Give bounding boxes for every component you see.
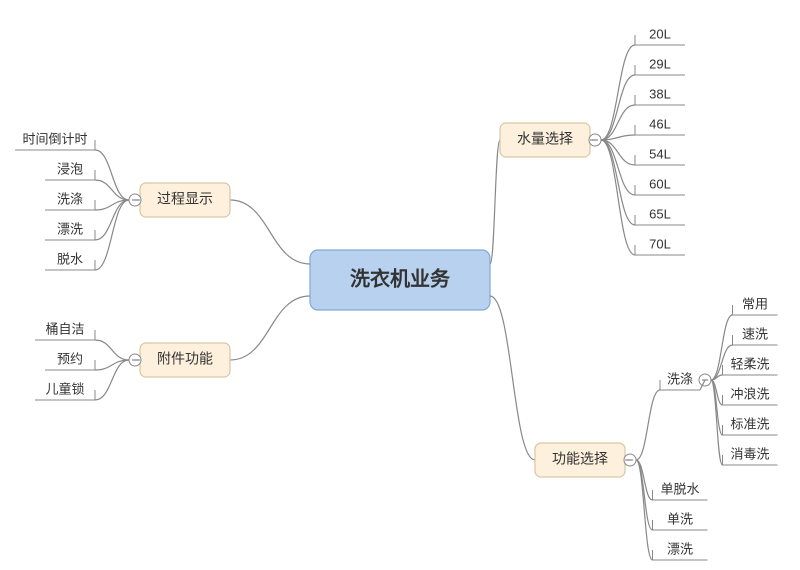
- edge-function-sub-leaf: [711, 315, 733, 380]
- branch-water-leaf: 29L: [635, 56, 685, 75]
- subbranch-function-leaf: 速洗: [733, 326, 778, 345]
- branch-function-leaf: 漂洗: [653, 541, 708, 560]
- edge-accessory-leaf: [95, 360, 129, 400]
- edge-function-leaf: [636, 460, 653, 530]
- branch-water-label: 水量选择: [517, 131, 573, 147]
- branch-accessory-leaf-label: 桶自洁: [45, 321, 84, 336]
- branch-process: 过程显示: [140, 183, 230, 217]
- subbranch-function-leaf: 消毒洗: [723, 446, 778, 465]
- subbranch-function-leaf-label: 消毒洗: [730, 446, 769, 461]
- branch-process-leaf: 漂洗: [45, 221, 95, 240]
- branch-accessory: 附件功能: [140, 343, 230, 377]
- mindmap-canvas: 洗衣机业务过程显示时间倒计时浸泡洗涤漂洗脱水附件功能桶自洁预约儿童锁水量选择20…: [0, 0, 800, 570]
- branch-water-leaf-label: 60L: [649, 176, 671, 191]
- branch-function-leaf: 单洗: [653, 511, 708, 530]
- branch-water-leaf-label: 46L: [649, 116, 671, 131]
- edge-function-sub: [636, 390, 660, 460]
- subbranch-function-leaf: 轻柔洗: [723, 356, 778, 375]
- subbranch-function-leaf-label: 速洗: [742, 326, 768, 341]
- subbranch-function-label: 洗涤: [667, 371, 693, 386]
- branch-water-leaf: 46L: [635, 116, 685, 135]
- edge-root-accessory: [230, 296, 310, 360]
- edge-process-leaf: [95, 200, 129, 270]
- edge-root-function: [490, 296, 535, 460]
- branch-process-leaf-label: 洗涤: [57, 191, 83, 206]
- branch-accessory-leaf: 桶自洁: [35, 321, 95, 340]
- edge-water-leaf: [601, 75, 635, 140]
- branch-process-label: 过程显示: [157, 191, 213, 207]
- branch-function: 功能选择: [535, 443, 625, 477]
- subbranch-function-leaf: 冲浪洗: [723, 386, 778, 405]
- edge-process-leaf: [95, 180, 129, 200]
- branch-water-leaf: 38L: [635, 86, 685, 105]
- edge-accessory-leaf: [95, 340, 129, 360]
- branch-function-label: 功能选择: [552, 451, 608, 467]
- branch-process-leaf: 浸泡: [45, 161, 95, 180]
- root-node-label: 洗衣机业务: [350, 266, 451, 290]
- branch-function-leaf-label: 单脱水: [660, 481, 699, 496]
- branch-process-leaf-label: 脱水: [57, 251, 83, 266]
- branch-process-leaf-label: 浸泡: [57, 161, 83, 176]
- edge-root-process: [230, 200, 310, 264]
- branch-accessory-leaf-label: 儿童锁: [45, 381, 84, 396]
- branch-function-leaf: 单脱水: [653, 481, 708, 500]
- branch-process-leaf-label: 漂洗: [57, 221, 83, 236]
- branch-process-leaf: 洗涤: [45, 191, 95, 210]
- edge-process-leaf: [95, 150, 129, 200]
- edge-water-leaf: [601, 45, 635, 140]
- branch-function-leaf-label: 漂洗: [667, 541, 693, 556]
- branch-water-leaf: 60L: [635, 176, 685, 195]
- branch-function-leaf-label: 单洗: [667, 511, 693, 526]
- branch-accessory-leaf: 儿童锁: [35, 381, 95, 400]
- branch-water-leaf: 54L: [635, 146, 685, 165]
- branch-accessory-label: 附件功能: [157, 351, 213, 367]
- branch-water-leaf: 20L: [635, 26, 685, 45]
- branch-process-leaf: 时间倒计时: [15, 131, 95, 150]
- subbranch-function-leaf-label: 轻柔洗: [730, 356, 769, 371]
- subbranch-function-leaf-label: 冲浪洗: [730, 386, 769, 401]
- branch-water: 水量选择: [500, 123, 590, 157]
- subbranch-function-leaf-label: 常用: [742, 296, 768, 311]
- subbranch-function-leaf: 常用: [733, 296, 778, 315]
- branch-accessory-leaf: 预约: [45, 351, 95, 370]
- branch-water-leaf-label: 20L: [649, 26, 671, 41]
- subbranch-function-leaf-label: 标准洗: [730, 416, 769, 431]
- branch-water-leaf-label: 29L: [649, 56, 671, 71]
- branch-water-leaf: 70L: [635, 236, 685, 255]
- branch-water-leaf-label: 54L: [649, 146, 671, 161]
- edge-root-water: [490, 140, 500, 264]
- branch-process-leaf-label: 时间倒计时: [22, 131, 87, 146]
- edge-water-leaf: [601, 140, 635, 195]
- root-node: 洗衣机业务: [310, 250, 490, 310]
- branch-water-leaf-label: 38L: [649, 86, 671, 101]
- branch-accessory-leaf-label: 预约: [57, 351, 83, 366]
- edge-function-leaf: [636, 460, 653, 560]
- subbranch-function-leaf: 标准洗: [723, 416, 778, 435]
- branch-process-leaf: 脱水: [45, 251, 95, 270]
- subbranch-function: 洗涤: [660, 371, 700, 390]
- edge-water-leaf: [601, 140, 635, 255]
- branch-water-leaf-label: 65L: [649, 206, 671, 221]
- branch-water-leaf: 65L: [635, 206, 685, 225]
- branch-water-leaf-label: 70L: [649, 236, 671, 251]
